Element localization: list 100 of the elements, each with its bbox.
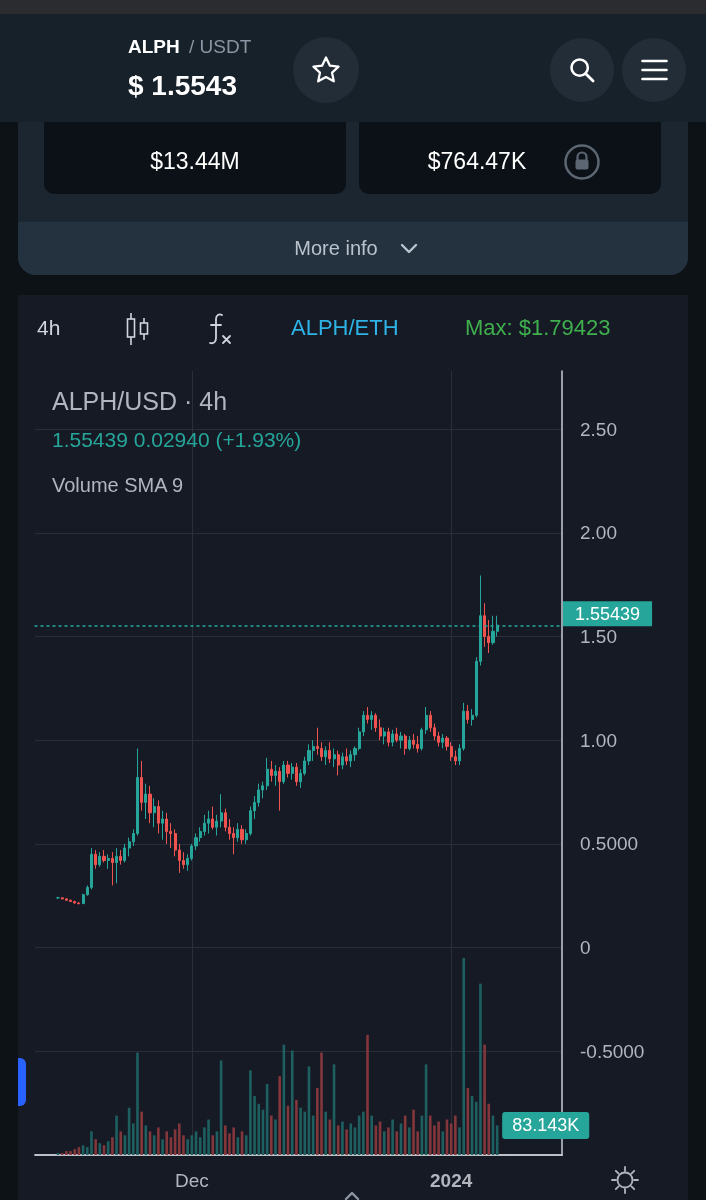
candlestick <box>278 766 281 812</box>
candlestick <box>370 710 373 731</box>
candlestick <box>324 745 327 766</box>
text: $ 1.5543 <box>128 69 237 103</box>
candlestick <box>295 762 298 787</box>
bar <box>186 1139 189 1155</box>
candlestick <box>211 806 214 830</box>
y-tick-label: 2.00 <box>580 522 617 544</box>
candlestick <box>102 849 106 864</box>
candlestick <box>379 718 382 741</box>
bar <box>454 1115 457 1155</box>
text: ALPH/ETH <box>291 314 399 342</box>
candlestick <box>94 849 97 870</box>
bar <box>391 1119 394 1155</box>
candlestick <box>220 793 223 828</box>
bar <box>295 1099 298 1155</box>
bar <box>270 1115 273 1155</box>
candlestick <box>274 764 277 787</box>
candlestick <box>148 785 152 824</box>
candlestick <box>73 900 76 905</box>
candlestick <box>140 760 143 812</box>
bar <box>412 1109 415 1155</box>
candlestick <box>153 797 156 828</box>
text: More info <box>294 236 378 260</box>
candlestick <box>65 897 68 902</box>
y-tick-label: 2.50 <box>580 418 617 440</box>
candlestick <box>383 727 386 745</box>
candlestick <box>111 851 114 886</box>
candlestick <box>466 704 469 725</box>
bar <box>345 1129 348 1155</box>
candlestick <box>123 843 126 864</box>
bar <box>437 1121 440 1155</box>
bar <box>140 1111 143 1155</box>
candlestick <box>337 750 340 776</box>
candlestick <box>366 706 369 725</box>
bar <box>152 1135 156 1155</box>
bar <box>336 1125 340 1155</box>
bar <box>441 1131 445 1155</box>
text: Max: $1.79423 <box>465 314 611 342</box>
bar <box>303 1111 307 1155</box>
candlestick <box>115 847 118 884</box>
candlestick <box>236 822 239 843</box>
bar <box>119 1131 123 1155</box>
candlestick <box>425 706 428 735</box>
bar <box>462 958 466 1155</box>
candlestick <box>345 747 348 766</box>
candlestick <box>374 712 377 733</box>
x-tick-label: Dec <box>174 1170 209 1191</box>
candlestick <box>286 760 290 779</box>
y-tick-label: 1.00 <box>580 729 617 751</box>
candlestick <box>441 733 444 749</box>
candlestick <box>215 814 218 837</box>
candlestick <box>282 760 285 785</box>
candlestick <box>119 849 122 866</box>
candlestick <box>412 733 415 749</box>
y-tick-label: 0.5000 <box>580 833 639 855</box>
bar <box>382 1131 386 1155</box>
bar <box>408 1127 411 1155</box>
bar <box>290 1050 294 1155</box>
bar <box>320 1052 323 1155</box>
candlestick <box>404 733 407 756</box>
bar <box>115 1115 118 1155</box>
bar <box>278 1076 281 1155</box>
bar <box>232 1127 235 1155</box>
candlestick <box>270 760 273 783</box>
candlestick <box>291 762 294 781</box>
x-tick-label: 2024 <box>430 1170 473 1191</box>
y-tick-label: 1.50 <box>580 625 617 647</box>
text: 1.55439 0.02940 (+1.93%) <box>52 428 302 451</box>
text: $13.44M <box>150 148 240 176</box>
bar <box>136 1052 139 1155</box>
candlestick <box>395 727 398 743</box>
text: $764.47K <box>427 148 527 176</box>
bar <box>73 1149 77 1155</box>
candlestick <box>144 783 147 820</box>
candlestick <box>207 810 210 835</box>
bar <box>224 1125 227 1155</box>
bar <box>178 1123 181 1155</box>
candlestick <box>266 757 269 791</box>
bar <box>111 1137 114 1155</box>
bar <box>479 983 482 1155</box>
bar <box>324 1111 327 1155</box>
candlestick <box>77 901 80 905</box>
candlestick <box>416 735 419 754</box>
candlestick <box>161 810 164 841</box>
candlestick <box>387 727 390 747</box>
bar <box>165 1131 169 1155</box>
bar <box>157 1127 160 1155</box>
bar <box>362 1111 365 1155</box>
bar <box>387 1127 390 1155</box>
bar <box>90 1131 93 1155</box>
candlestick <box>98 851 101 868</box>
candlestick <box>157 799 160 835</box>
bar <box>395 1131 399 1155</box>
candlestick <box>391 729 394 747</box>
candlestick <box>399 731 403 749</box>
bar <box>483 1044 486 1155</box>
text: / USDT <box>189 35 252 59</box>
bar <box>299 1107 302 1155</box>
candlestick <box>328 741 331 764</box>
